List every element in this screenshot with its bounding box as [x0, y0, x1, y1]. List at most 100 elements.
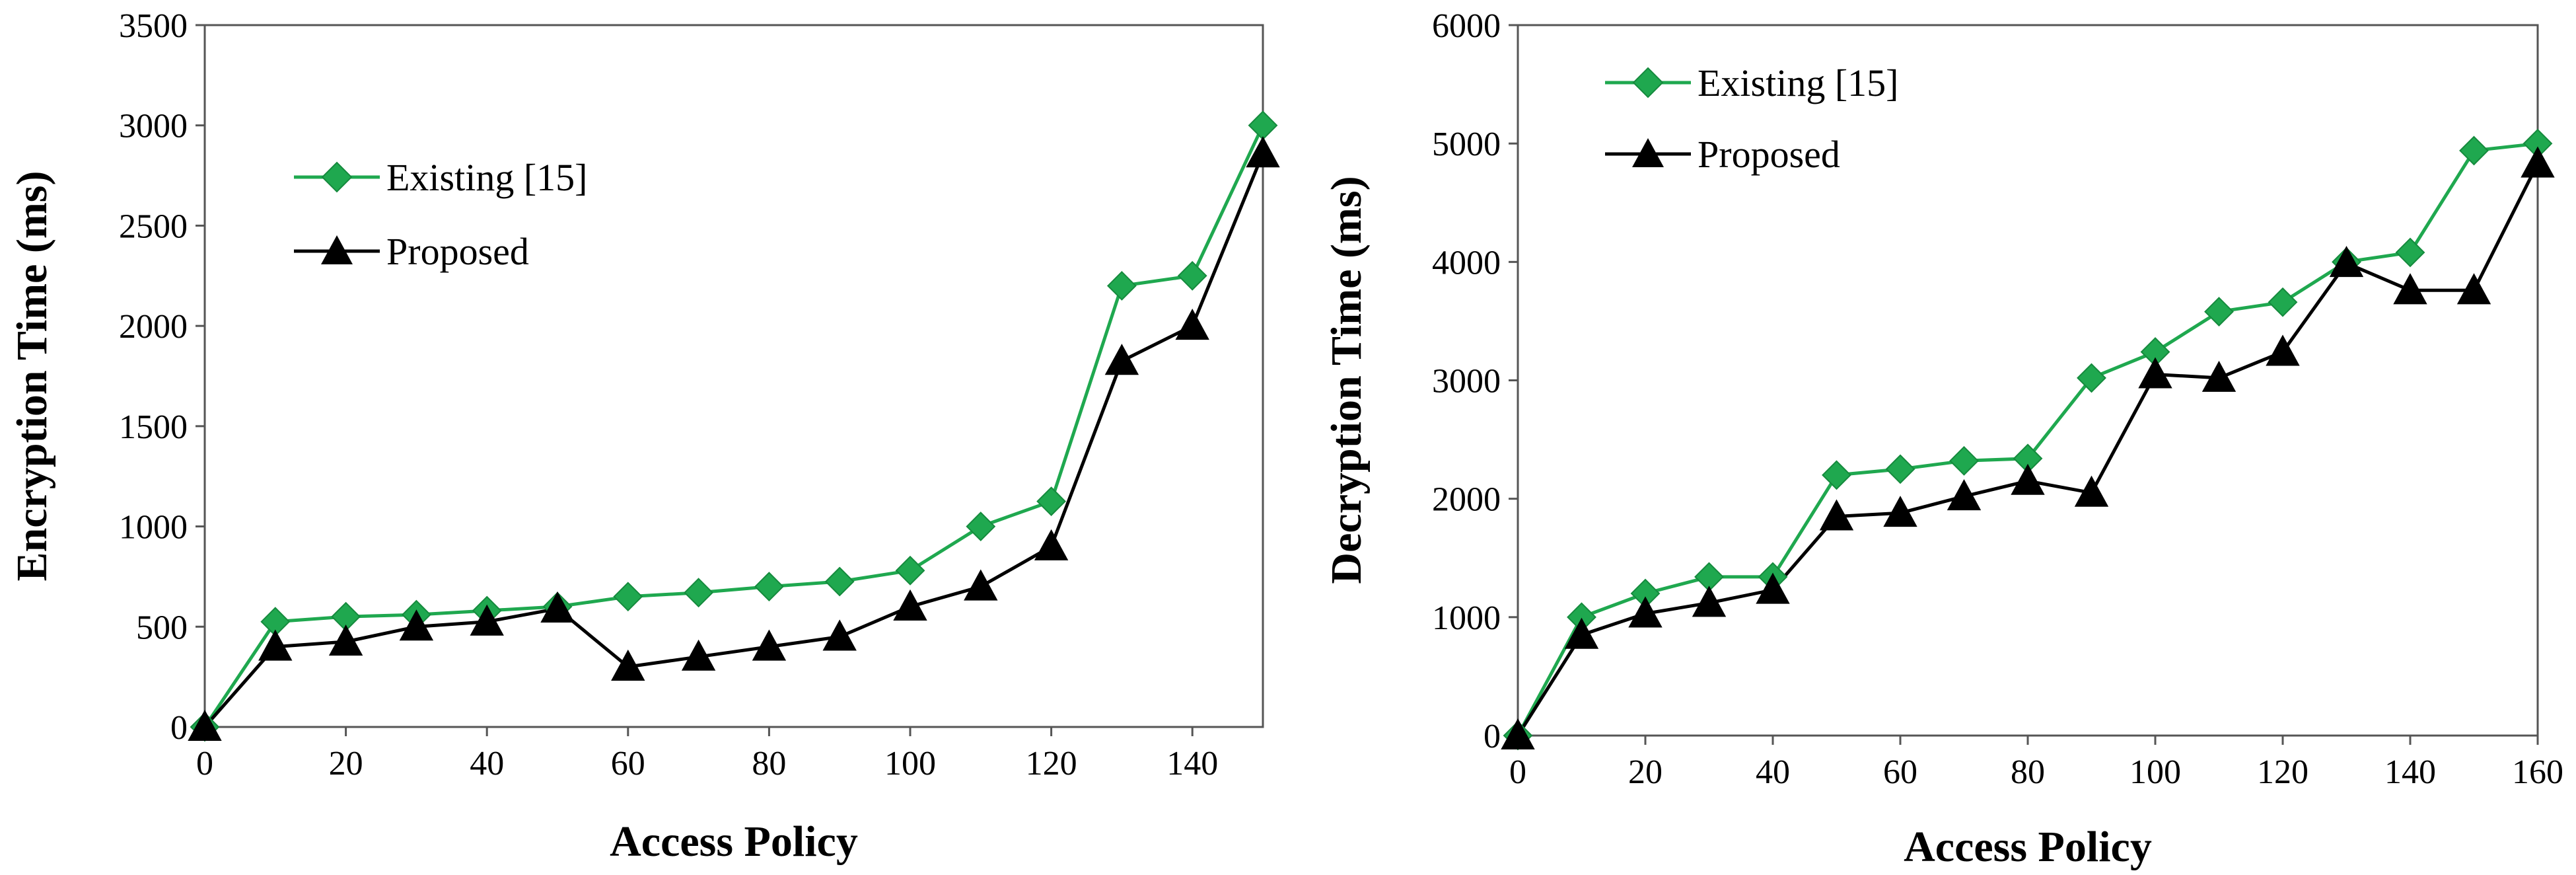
x-tick-label: 100 [884, 745, 936, 782]
y-axis-title: Decryption Time (ms) [1322, 176, 1371, 584]
data-point-existing [1177, 260, 1207, 291]
y-tick-label: 3500 [119, 7, 188, 45]
x-axis-ticks: 0 20 40 60 80 100 120 140 [196, 727, 1218, 782]
data-point-proposed [2138, 357, 2172, 389]
y-tick-label: 1500 [119, 408, 188, 446]
data-point-proposed [893, 589, 927, 621]
data-point-proposed [1175, 309, 1209, 340]
data-point-existing [1106, 271, 1137, 301]
series-line-existing [203, 124, 1265, 728]
y-tick-label: 3000 [119, 108, 188, 145]
data-point-proposed [328, 624, 363, 656]
data-point-existing [2459, 135, 2489, 166]
data-point-proposed [258, 629, 293, 661]
data-point-existing [2204, 297, 2234, 326]
y-tick-label: 3000 [1432, 363, 1501, 400]
data-point-proposed [1246, 136, 1280, 168]
decryption-chart: 0 1000 2000 3000 4000 5000 6000 0 20 40 60 80 100 12… [1322, 7, 2563, 871]
y-tick-label: 0 [170, 709, 188, 747]
data-point-proposed [964, 569, 998, 601]
x-axis-ticks: 0 20 40 60 80 100 120 140 160 [1509, 736, 2563, 791]
data-point-proposed [2393, 273, 2427, 305]
x-tick-label: 120 [1026, 745, 1077, 782]
x-tick-label: 140 [2384, 753, 2436, 791]
data-point-proposed [399, 609, 434, 641]
data-point-existing [1036, 486, 1067, 517]
legend-marker-proposed [321, 235, 353, 264]
y-tick-label: 1000 [1432, 599, 1501, 637]
x-tick-label: 60 [1883, 753, 1917, 791]
y-axis-ticks: 0 1000 2000 3000 4000 5000 6000 [1432, 7, 1518, 755]
data-point-proposed [2266, 334, 2300, 366]
data-point-proposed [2456, 273, 2491, 305]
y-tick-label: 5000 [1432, 126, 1501, 163]
x-tick-label: 160 [2512, 753, 2563, 791]
series-line-existing [1516, 141, 2538, 737]
data-point-existing [895, 555, 925, 586]
data-point-proposed [2201, 360, 2236, 392]
y-tick-label: 1000 [119, 509, 188, 547]
y-axis-ticks: 0 500 1000 1500 2000 2500 3000 3500 [119, 7, 205, 747]
data-point-proposed [2011, 463, 2045, 495]
legend: Existing [15] Proposed [294, 156, 587, 273]
y-tick-label: 4000 [1432, 244, 1501, 282]
data-point-proposed [822, 619, 857, 651]
legend: Existing [15] Proposed [1605, 61, 1898, 176]
legend-label-existing: Existing [15] [386, 156, 587, 199]
y-tick-label: 2000 [119, 308, 188, 346]
data-point-proposed [1819, 499, 1854, 531]
data-point-proposed [540, 591, 575, 623]
y-tick-label: 0 [1484, 718, 1501, 755]
data-point-proposed [2521, 146, 2555, 178]
plot-area-border [1517, 24, 2539, 737]
data-point-existing [613, 582, 643, 612]
data-point-proposed [1883, 496, 1917, 527]
encryption-chart: 0 500 1000 1500 2000 2500 3000 3500 0 20 40 60 80 10… [8, 7, 1280, 866]
data-point-existing [1885, 454, 1915, 484]
data-point-existing [684, 578, 714, 608]
legend-marker-proposed [1632, 138, 1664, 167]
x-tick-label: 20 [1628, 753, 1663, 791]
x-tick-label: 60 [611, 745, 645, 782]
data-point-proposed [1947, 478, 1982, 511]
data-point-existing [1248, 110, 1278, 141]
x-tick-label: 120 [2257, 753, 2308, 791]
data-point-proposed [1501, 718, 1535, 749]
plot-area-border [203, 24, 1264, 728]
data-point-proposed [1628, 596, 1663, 628]
data-point-proposed [681, 639, 716, 671]
legend-marker-existing [321, 161, 353, 193]
y-tick-label: 500 [136, 609, 188, 646]
x-tick-label: 80 [2011, 753, 2045, 791]
x-tick-label: 40 [470, 745, 504, 782]
data-point-existing [754, 572, 784, 602]
data-point-proposed [1692, 586, 1727, 617]
y-axis-title: Encryption Time (ms) [8, 171, 56, 582]
y-tick-label: 2500 [119, 208, 188, 245]
series-layer [1501, 128, 2555, 751]
legend-label-proposed: Proposed [1698, 133, 1840, 176]
legend-marker-existing [1632, 67, 1664, 98]
data-point-proposed [611, 649, 645, 681]
x-axis-title: Access Policy [1904, 823, 2152, 871]
data-point-existing [2268, 287, 2298, 317]
data-point-existing [1822, 460, 1851, 490]
data-point-proposed [470, 604, 504, 636]
data-point-existing [2395, 237, 2425, 268]
data-point-proposed [1756, 572, 1790, 604]
data-point-existing [2077, 363, 2106, 393]
data-point-existing [966, 512, 996, 541]
legend-label-proposed: Proposed [386, 230, 529, 273]
y-tick-label: 2000 [1432, 481, 1501, 519]
data-point-proposed [752, 629, 787, 661]
data-point-proposed [188, 709, 222, 741]
x-axis-title: Access Policy [610, 818, 858, 866]
data-point-existing [824, 566, 855, 597]
legend-label-existing: Existing [15] [1698, 61, 1898, 104]
series-layer [188, 110, 1280, 742]
data-point-proposed [1104, 344, 1139, 375]
series-line-proposed [203, 153, 1265, 728]
y-tick-label: 6000 [1432, 7, 1501, 45]
data-point-proposed [1034, 529, 1069, 560]
